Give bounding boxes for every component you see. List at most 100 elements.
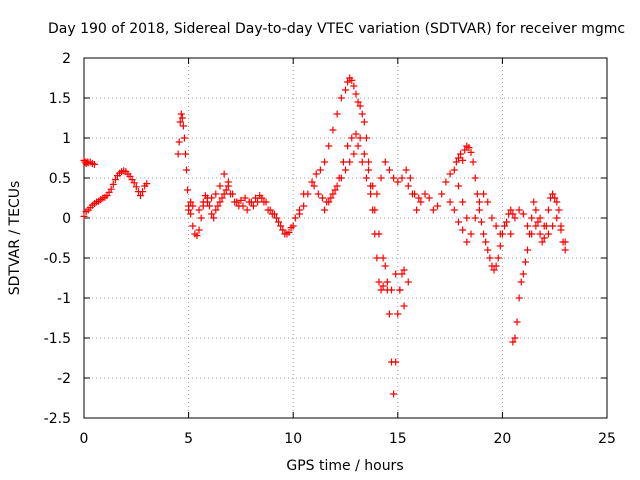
data-point (400, 302, 408, 310)
data-point (346, 158, 354, 166)
data-point (536, 230, 544, 238)
data-point (371, 206, 379, 214)
data-point (446, 198, 454, 206)
data-point (212, 190, 220, 198)
data-point (174, 150, 182, 158)
data-point (316, 166, 324, 174)
data-point (457, 150, 465, 158)
grid (84, 58, 607, 418)
data-point (321, 158, 329, 166)
data-point (342, 166, 349, 174)
data-point (358, 110, 366, 118)
data-point (300, 202, 308, 210)
data-point (396, 286, 404, 294)
data-point (375, 278, 383, 286)
data-point (109, 180, 117, 188)
data-point (195, 226, 203, 234)
data-point (467, 148, 475, 156)
data-point (178, 114, 186, 122)
data-point (107, 185, 115, 193)
data-point (90, 160, 98, 168)
data-point (408, 190, 416, 198)
data-point (492, 222, 500, 230)
data-point (515, 294, 523, 302)
data-point (392, 270, 400, 278)
data-point (220, 170, 228, 178)
data-point (216, 182, 224, 190)
data-point (425, 194, 433, 202)
data-point (446, 170, 454, 178)
data-point (365, 158, 373, 166)
data-point (532, 222, 540, 230)
data-point (404, 278, 412, 286)
data-point (463, 238, 471, 246)
data-point (467, 230, 475, 238)
y-tick-label: 2 (62, 51, 71, 67)
data-point (339, 158, 347, 166)
data-point (111, 176, 119, 184)
data-point (517, 278, 525, 286)
data-point (390, 390, 398, 398)
series-s7 (310, 130, 423, 206)
data-point (524, 246, 532, 254)
data-point (511, 334, 519, 342)
data-point (557, 226, 565, 234)
data-point (362, 134, 370, 142)
data-point (344, 142, 352, 150)
data-point (369, 182, 377, 190)
data-point (521, 258, 529, 266)
data-point (262, 198, 270, 206)
data-point (534, 218, 542, 226)
data-point (528, 214, 536, 222)
data-point (176, 118, 184, 126)
data-point (375, 230, 383, 238)
data-point (177, 110, 185, 118)
data-point (454, 218, 462, 226)
data-point (143, 180, 151, 188)
data-point (477, 218, 485, 226)
data-point (272, 214, 280, 222)
data-point (237, 196, 245, 204)
series-s8 (321, 142, 412, 310)
data-point (549, 190, 557, 198)
data-point (390, 174, 398, 182)
y-tick-label: 0.5 (49, 171, 71, 187)
data-point (417, 198, 425, 206)
x-tick-label: 15 (389, 431, 407, 447)
data-point (275, 218, 283, 226)
x-tick-label: 0 (80, 431, 89, 447)
data-point (494, 254, 502, 262)
data-point (513, 318, 521, 326)
data-point (354, 142, 362, 150)
data-point (356, 102, 364, 110)
data-point (287, 224, 295, 232)
x-tick-label: 10 (284, 431, 302, 447)
data-point (452, 158, 460, 166)
data-point (511, 214, 519, 222)
data-point (450, 206, 458, 214)
data-point (266, 206, 274, 214)
data-point (507, 206, 515, 214)
data-point (429, 206, 437, 214)
data-point (354, 98, 362, 106)
data-point (530, 198, 538, 206)
data-point (413, 206, 421, 214)
data-point (540, 234, 548, 242)
data-point (183, 166, 191, 174)
data-point (331, 186, 339, 194)
data-point (461, 146, 469, 154)
data-point (348, 134, 356, 142)
data-point (220, 190, 228, 198)
series-s10 (452, 142, 517, 274)
data-point (540, 222, 548, 230)
data-point (383, 278, 391, 286)
series-s2 (80, 167, 151, 220)
data-point (415, 194, 423, 202)
data-point (459, 156, 467, 164)
data-point (503, 218, 511, 226)
data-point (373, 254, 381, 262)
y-axis-label: SDTVAR / TECUs (7, 181, 23, 296)
data-point (222, 186, 230, 194)
data-point (536, 214, 544, 222)
data-point (304, 190, 312, 198)
